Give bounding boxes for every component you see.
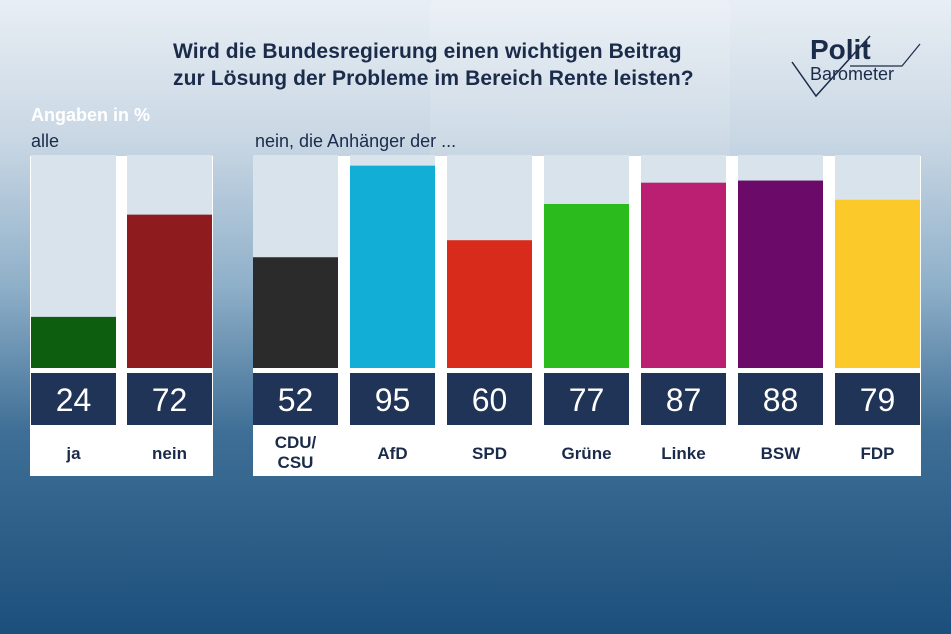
bar-fdp (835, 199, 920, 368)
bar-afd (350, 165, 435, 368)
category-label-linke: Linke (661, 444, 706, 463)
category-label-nein: nein (152, 444, 187, 463)
value-label-linke: 87 (666, 382, 702, 418)
bar-bsw (738, 180, 823, 368)
value-band-spd (447, 373, 532, 425)
bar-cdu-csu (253, 257, 338, 368)
value-band-afd (350, 373, 435, 425)
value-label-fdp: 79 (860, 382, 896, 418)
value-label-cdu-csu: 52 (278, 382, 314, 418)
category-label-spd: SPD (472, 444, 507, 463)
chart-title: Wird die Bundesregierung einen wichtigen… (173, 38, 793, 92)
logo-text-polit: Polit (810, 34, 871, 65)
category-label-bsw: BSW (760, 444, 801, 463)
value-label-ja: 24 (56, 382, 92, 418)
value-band-bsw (738, 373, 823, 425)
group-label-alle: alle (31, 131, 60, 151)
value-band-nein (127, 373, 212, 425)
bar-linke (641, 182, 726, 368)
value-label-spd: 60 (472, 382, 508, 418)
value-label-afd: 95 (375, 382, 411, 418)
unit-label: Angaben in % (31, 105, 151, 125)
bar-spd (447, 240, 532, 368)
category-label-ja: ja (66, 444, 81, 463)
category-label-fdp: FDP (860, 444, 895, 463)
bar-ja (31, 316, 116, 368)
value-label-bsw: 88 (763, 382, 799, 418)
value-band-grüne (544, 373, 629, 425)
category-label-grüne: Grüne (561, 444, 612, 463)
logo-check-icon (791, 35, 921, 98)
value-label-grüne: 77 (569, 382, 605, 418)
value-band-cdu-csu (253, 373, 338, 425)
logo-text-barometer: Barometer (810, 64, 895, 84)
category-label-afd: AfD (377, 444, 408, 463)
value-band-linke (641, 373, 726, 425)
category-label-cdu-csu: CDU/CSU (274, 433, 317, 472)
bar-nein (127, 214, 212, 368)
bar-grüne (544, 203, 629, 368)
value-band-fdp (835, 373, 920, 425)
title-line-1: Wird die Bundesregierung einen wichtigen… (173, 40, 682, 63)
title-line-2: zur Lösung der Probleme im Bereich Rente… (173, 67, 694, 90)
group-label-parties: nein, die Anhänger der ... (255, 131, 457, 151)
value-band-ja (31, 373, 116, 425)
value-label-nein: 72 (152, 382, 188, 418)
politbarometer-logo: Polit Barometer (790, 34, 930, 104)
